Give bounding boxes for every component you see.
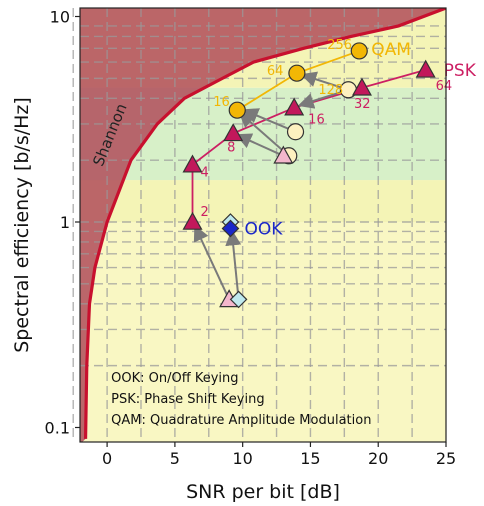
psk-point-label: 8 — [227, 140, 235, 155]
x-tick-label: 15 — [300, 449, 320, 468]
ook-reference-point — [229, 290, 248, 309]
legend-entry: OOK: On/Off Keying — [111, 371, 238, 386]
psk-point — [182, 211, 203, 230]
qam-reference-point — [286, 123, 305, 141]
y-axis-title: Spectral efficiency [b/s/Hz] — [11, 97, 33, 353]
arrow — [193, 224, 231, 300]
psk-point — [415, 59, 436, 78]
plot-frame — [79, 7, 447, 443]
x-tick-label: 10 — [232, 449, 252, 468]
arrow — [242, 108, 296, 133]
arrows — [193, 71, 349, 300]
y-tick-label: 0.1 — [45, 418, 70, 437]
psk-series-label: PSK — [444, 61, 477, 81]
psk-line — [191, 68, 426, 222]
ook-series-label: OOK — [244, 219, 283, 239]
arrow — [225, 229, 242, 300]
background-band-0 — [80, 222, 446, 442]
qam-point-label: 64 — [267, 64, 284, 79]
qam-point-label: 256 — [327, 38, 352, 53]
shannon-curve-line — [83, 8, 446, 439]
data-labels: 2 4 8 16 32 64 16 64 256 128 PSK QAM OOK — [201, 38, 477, 240]
psk-reference-point — [273, 145, 294, 164]
qam-reference-label: 128 — [318, 83, 343, 98]
x-tick-label: 20 — [368, 449, 388, 468]
psk-point-label: 64 — [436, 79, 453, 94]
x-tick-label: 25 — [436, 449, 456, 468]
shannon-region — [80, 8, 446, 442]
qam-point — [228, 101, 246, 119]
axes: 0 5 10 15 20 25 0.1 1 10 SNR per bit [dB] Spectral… — [11, 7, 456, 503]
psk-point — [223, 123, 244, 142]
psk-point-label: 32 — [354, 97, 371, 112]
legend: OOK: On/Off Keying PSK: Phase Shift Keyin… — [111, 371, 371, 428]
psk-point — [351, 77, 372, 96]
ook-point — [221, 219, 240, 238]
psk-point — [284, 97, 305, 116]
qam-series-label: QAM — [371, 40, 411, 60]
legend-entry: PSK: Phase Shift Keying — [111, 392, 264, 407]
data-points — [182, 42, 436, 309]
psk-point-label: 16 — [308, 113, 325, 128]
y-tick-label: 1 — [60, 213, 70, 232]
background-band-1 — [80, 180, 446, 223]
psk-point — [182, 154, 203, 173]
psk-point-label: 2 — [201, 205, 209, 220]
shannon-unreachable-region — [80, 8, 446, 442]
x-axis-title: SNR per bit [dB] — [186, 481, 340, 503]
x-tick-label: 5 — [170, 449, 180, 468]
qam-point — [350, 42, 368, 60]
y-tick-label: 10 — [50, 8, 70, 27]
qam-point-label: 16 — [213, 95, 230, 110]
legend-entry: QAM: Quadrature Amplitude Modulation — [111, 413, 371, 428]
x-tick-label: 0 — [102, 449, 112, 468]
qam-point — [288, 64, 306, 82]
arrow — [235, 133, 284, 157]
psk-point-label: 4 — [201, 166, 209, 181]
